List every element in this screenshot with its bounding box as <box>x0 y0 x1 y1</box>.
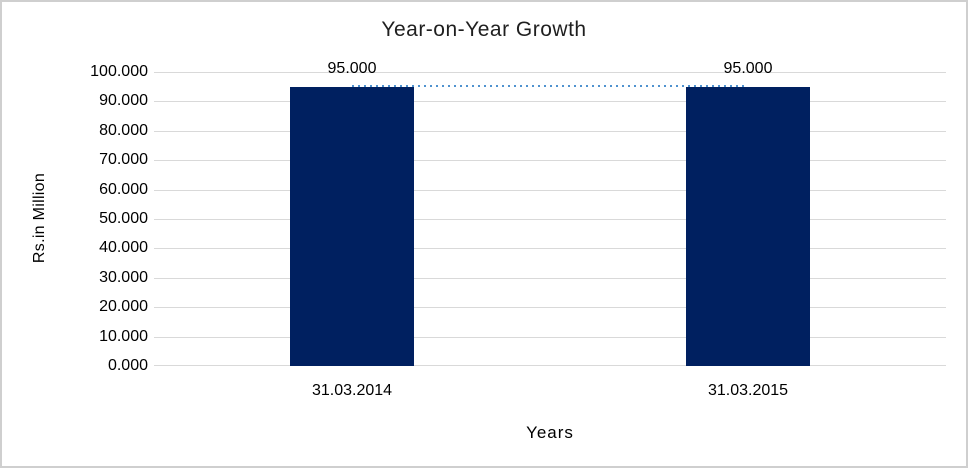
x-axis-line <box>154 365 946 366</box>
chart-title: Year-on-Year Growth <box>381 18 587 41</box>
y-axis-tick-label: 10.000 <box>99 327 148 345</box>
gridline <box>154 131 946 132</box>
gridline <box>154 101 946 102</box>
y-axis-tick-label: 60.000 <box>99 180 148 198</box>
gridline <box>154 337 946 338</box>
gridline <box>154 248 946 249</box>
gridline <box>154 160 946 161</box>
gridline <box>154 219 946 220</box>
gridline <box>154 278 946 279</box>
plot-area: 95.000 95.000 <box>154 60 946 366</box>
gridline <box>154 190 946 191</box>
x-axis-title: Years <box>526 423 574 442</box>
y-axis-tick-label: 100.000 <box>90 63 148 80</box>
y-axis-tick-label: 50.000 <box>99 210 148 227</box>
chart-bar <box>686 87 810 366</box>
y-axis-tick-label: 70.000 <box>99 151 148 169</box>
bar-data-label: 95.000 <box>327 60 377 77</box>
gridline <box>154 72 946 73</box>
trendline-dotted <box>352 85 748 87</box>
y-axis-tick-label: 40.000 <box>99 239 148 257</box>
y-axis-tick-label: 90.000 <box>99 92 148 110</box>
x-axis-category-label: 31.03.2015 <box>707 382 789 399</box>
y-axis-tick-label: 30.000 <box>99 268 148 286</box>
y-axis-tick-label: 80.000 <box>99 121 148 139</box>
chart-bar <box>290 87 414 366</box>
bar-data-label: 95.000 <box>723 60 773 77</box>
y-axis-tick-label: 20.000 <box>99 298 148 316</box>
gridline <box>154 307 946 308</box>
y-axis-tick-label: 0.000 <box>107 357 148 374</box>
x-axis-category-label: 31.03.2014 <box>311 382 393 399</box>
